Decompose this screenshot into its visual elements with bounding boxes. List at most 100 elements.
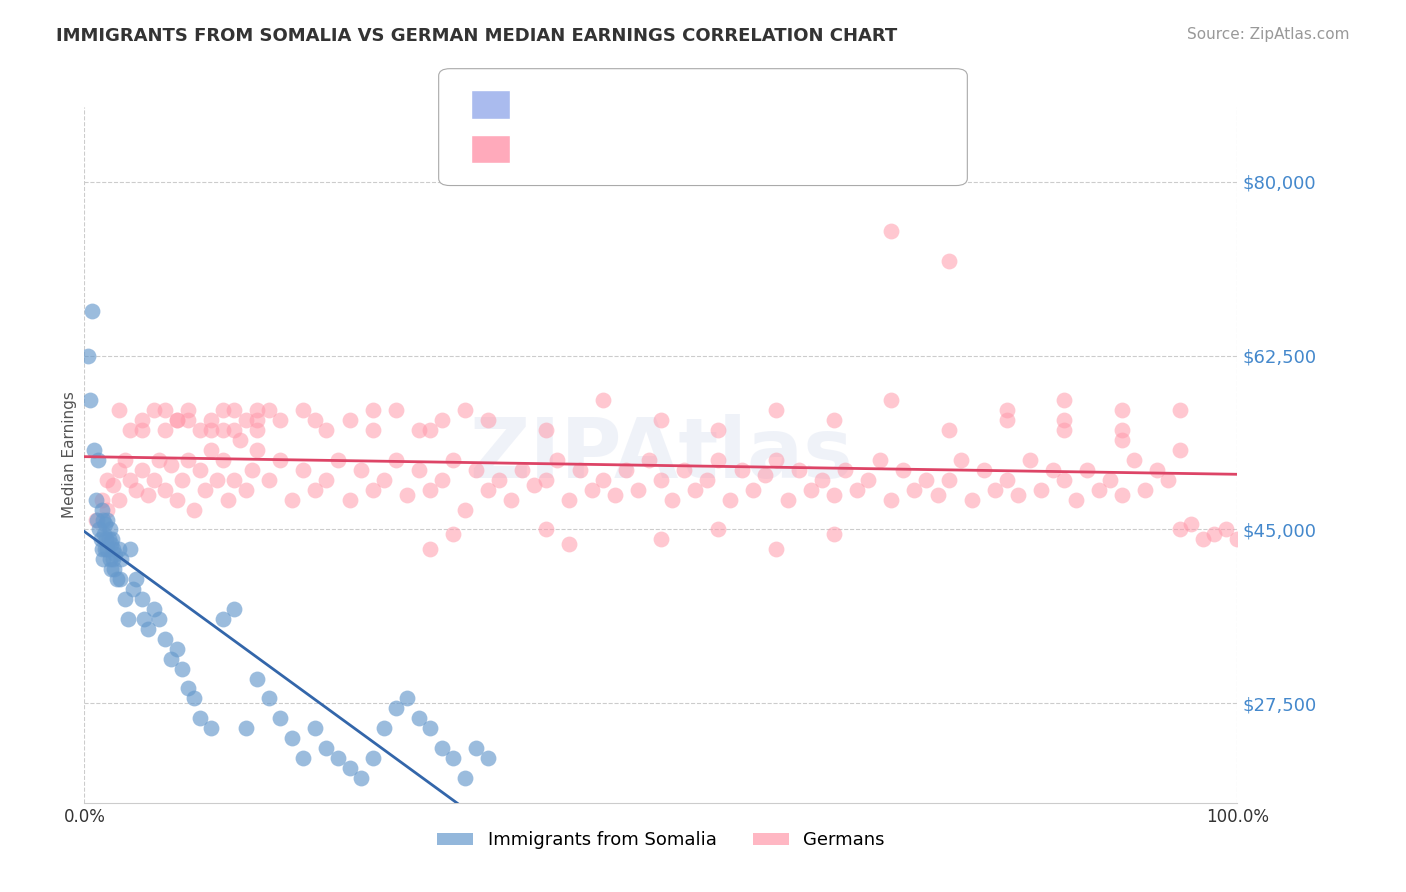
Point [257,403,280,417]
Point [903,483,925,497]
Point [200,423,222,437]
Point [269,413,291,427]
Point [246,403,269,417]
Point [131,463,153,477]
Point [1053,413,1076,427]
Point [361,423,384,437]
Point [811,473,834,487]
Point [120,542,142,557]
Point [103,562,125,576]
Point [454,403,477,417]
Point [441,527,464,541]
Point [304,721,326,735]
Point [211,403,233,417]
Point [153,632,176,646]
Point [339,761,361,775]
Point [534,473,557,487]
Point [384,701,406,715]
Point [257,473,280,487]
Point [499,492,522,507]
Point [880,224,903,238]
Point [292,463,315,477]
Point [1111,433,1133,447]
Text: R =: R = [524,94,564,112]
Point [396,488,419,502]
Point [339,413,361,427]
Point [1191,533,1213,547]
Point [94,542,117,557]
Point [477,413,499,427]
Point [350,463,373,477]
Point [718,492,741,507]
Point [148,453,170,467]
Point [1168,442,1191,457]
Point [1226,533,1249,547]
Point [834,463,856,477]
Point [90,502,112,516]
Point [1204,527,1226,541]
Point [1168,403,1191,417]
Point [408,423,430,437]
Point [1180,517,1202,532]
Point [765,453,787,467]
Point [557,492,579,507]
Point [172,473,194,487]
Point [454,771,477,785]
Point [1111,403,1133,417]
Point [304,413,326,427]
Text: -0.597: -0.597 [578,94,643,112]
Point [661,492,683,507]
Text: ZIPAtlas: ZIPAtlas [468,415,853,495]
Point [880,492,903,507]
Point [136,622,159,636]
Point [603,488,626,502]
Point [235,413,257,427]
Point [408,711,430,725]
Text: N =: N = [686,94,725,112]
Point [984,483,1007,497]
Point [1042,463,1064,477]
Point [87,453,110,467]
Point [1122,453,1144,467]
Point [82,303,104,318]
Point [776,492,799,507]
Point [465,463,488,477]
Point [707,423,730,437]
Text: 181: 181 [735,138,773,156]
Point [995,473,1018,487]
Point [103,477,124,491]
Point [103,542,124,557]
Point [441,453,464,467]
Point [650,473,672,487]
Point [765,403,787,417]
Point [205,473,228,487]
Point [134,612,156,626]
Point [96,473,118,487]
Point [373,721,395,735]
Point [246,672,269,686]
Point [488,473,510,487]
Point [765,542,787,557]
Point [194,483,217,497]
Point [384,453,406,467]
Point [224,423,246,437]
Point [1076,463,1098,477]
Point [326,751,349,765]
Point [1018,453,1040,467]
Point [200,721,222,735]
Point [121,582,143,596]
Point [915,473,938,487]
Point [120,423,142,437]
Point [246,442,269,457]
Point [1111,488,1133,502]
Point [93,527,115,541]
Text: N =: N = [686,138,725,156]
Text: Source: ZipAtlas.com: Source: ZipAtlas.com [1187,27,1350,42]
Point [384,403,406,417]
Point [96,542,118,557]
Point [339,492,361,507]
Point [823,527,845,541]
Point [1031,483,1053,497]
Point [292,751,315,765]
Point [200,413,222,427]
